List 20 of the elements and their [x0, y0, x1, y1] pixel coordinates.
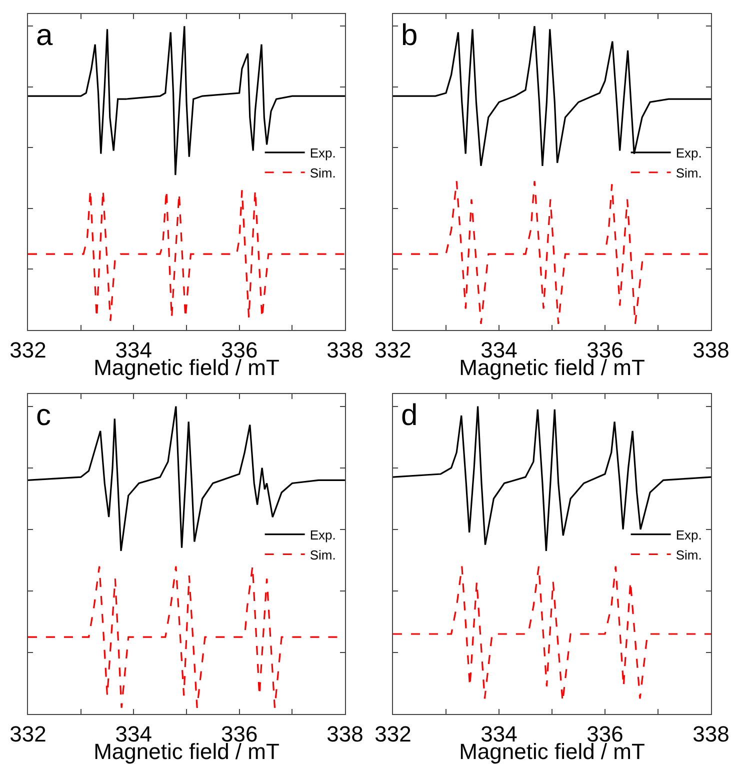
x-tick-label: 338: [326, 338, 364, 363]
legend-label: Sim.: [676, 547, 702, 562]
legend-label: Sim.: [310, 165, 336, 180]
x-tick-label: 338: [692, 338, 730, 363]
x-tick-label: 332: [374, 338, 412, 363]
legend-label: Exp.: [676, 527, 702, 542]
x-tick-label: 332: [10, 722, 46, 747]
legend-label: Exp.: [310, 527, 336, 542]
legend-label: Sim.: [676, 165, 702, 180]
legend-label: Sim.: [310, 547, 336, 562]
annotation: d: [401, 399, 418, 432]
x-tick-label: 332: [10, 338, 46, 363]
legend-label: Exp.: [676, 146, 702, 161]
x-tick-label: 332: [374, 722, 412, 747]
x-tick-label: 338: [692, 722, 730, 747]
annotation: b: [401, 19, 418, 52]
legend-label: Exp.: [310, 146, 336, 161]
annotation: a: [36, 19, 53, 52]
annotation: c: [36, 399, 51, 432]
x-tick-label: 338: [326, 722, 364, 747]
